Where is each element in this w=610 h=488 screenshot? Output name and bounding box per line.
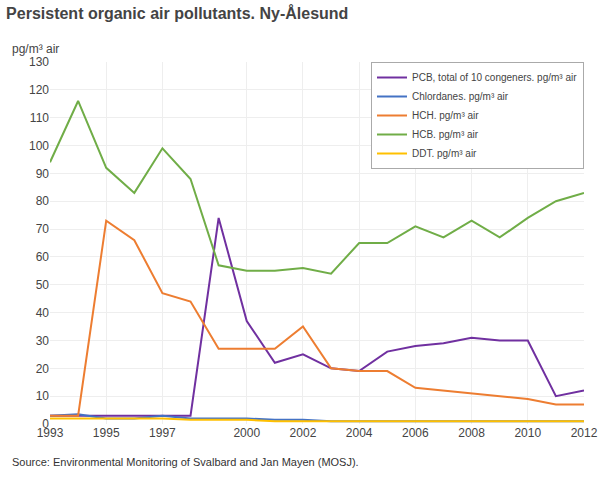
svg-text:2008: 2008 [458,426,485,440]
svg-text:2006: 2006 [402,426,429,440]
svg-text:1993: 1993 [37,426,64,440]
svg-text:60: 60 [36,250,50,264]
svg-text:1997: 1997 [149,426,176,440]
svg-text:20: 20 [36,362,50,376]
svg-text:2012: 2012 [571,426,598,440]
svg-text:120: 120 [29,83,49,97]
svg-text:2004: 2004 [346,426,373,440]
svg-text:30: 30 [36,334,50,348]
svg-text:40: 40 [36,306,50,320]
svg-text:2000: 2000 [233,426,260,440]
svg-text:110: 110 [30,111,49,125]
svg-text:Source: Environmental Monitori: Source: Environmental Monitoring of Sval… [12,456,359,468]
svg-text:50: 50 [36,278,50,292]
svg-text:70: 70 [36,222,50,236]
svg-text:Chlordanes. pg/m³ air: Chlordanes. pg/m³ air [412,91,509,102]
svg-text:2002: 2002 [290,426,317,440]
svg-text:HCH. pg/m³ air: HCH. pg/m³ air [412,110,479,121]
svg-text:PCB, total of 10 congeners. pg: PCB, total of 10 congeners. pg/m³ air [412,72,577,83]
svg-text:DDT. pg/m³ air: DDT. pg/m³ air [412,148,477,159]
svg-text:Persistent organic air polluta: Persistent organic air pollutants. Ny-Ål… [6,4,348,22]
svg-text:0: 0 [42,417,49,431]
svg-text:HCB. pg/m³ air: HCB. pg/m³ air [412,129,479,140]
svg-text:90: 90 [36,167,50,181]
svg-text:pg/m³ air: pg/m³ air [12,42,59,56]
svg-text:80: 80 [36,194,50,208]
svg-text:130: 130 [29,55,49,69]
svg-text:10: 10 [36,389,50,403]
svg-text:1995: 1995 [93,426,120,440]
svg-text:100: 100 [29,139,49,153]
svg-text:2010: 2010 [514,426,541,440]
